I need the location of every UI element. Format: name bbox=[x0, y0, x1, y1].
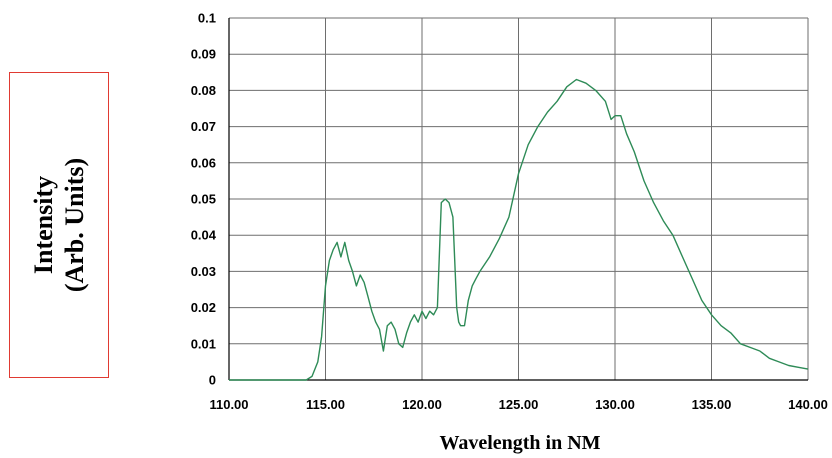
y-tick-label: 0.05 bbox=[191, 192, 216, 207]
axes bbox=[228, 18, 808, 381]
y-axis-label-box: Intensity (Arb. Units) bbox=[9, 72, 109, 378]
y-tick-label: 0.09 bbox=[191, 47, 216, 62]
y-tick-label: 0 bbox=[209, 373, 216, 388]
y-tick-label: 0.1 bbox=[198, 11, 216, 26]
y-tick-label: 0.08 bbox=[191, 83, 216, 98]
x-tick-label: 140.00 bbox=[788, 397, 828, 412]
y-tick-label: 0.04 bbox=[191, 228, 217, 243]
x-tick-label: 115.00 bbox=[306, 397, 345, 412]
x-tick-label: 135.00 bbox=[692, 397, 732, 412]
x-tick-label: 125.00 bbox=[499, 397, 539, 412]
x-tick-label: 120.00 bbox=[402, 397, 442, 412]
x-tick-labels: 110.00 115.00 120.00 125.00 130.00 135.00 140.… bbox=[209, 397, 827, 412]
x-tick-label: 130.00 bbox=[595, 397, 635, 412]
x-axis-title: Wavelength in NM bbox=[439, 432, 600, 454]
y-tick-label: 0.02 bbox=[191, 300, 216, 315]
series-group bbox=[229, 78, 809, 381]
y-tick-label: 0.07 bbox=[191, 119, 216, 134]
y-tick-labels: 0 0.01 0.02 0.03 0.04 0.05 0.06 0.07 0.08 0.09 0.1 bbox=[191, 11, 217, 388]
y-tick-label: 0.06 bbox=[191, 155, 216, 170]
y-tick-label: 0.01 bbox=[191, 336, 216, 351]
y-tick-label: 0.03 bbox=[191, 264, 216, 279]
grid bbox=[229, 17, 809, 380]
x-tick-label: 110.00 bbox=[209, 397, 248, 412]
intensity-series-line bbox=[229, 78, 809, 381]
